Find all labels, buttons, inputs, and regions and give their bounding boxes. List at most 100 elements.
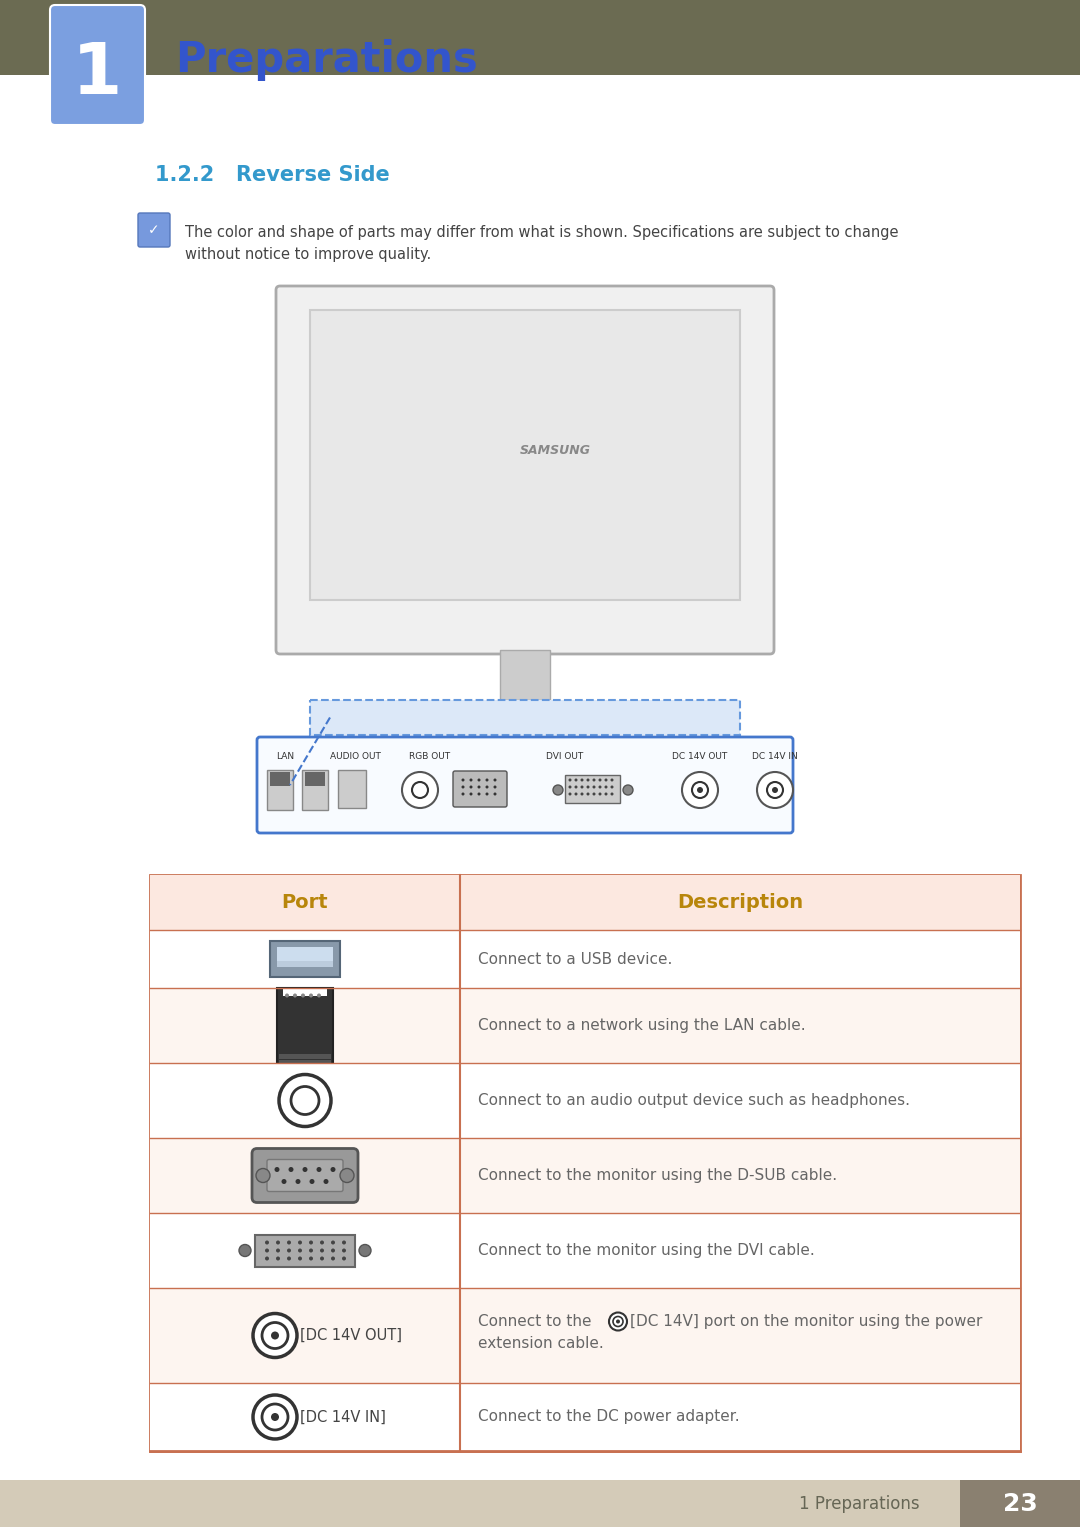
Circle shape [282, 1179, 286, 1183]
Circle shape [301, 994, 305, 997]
Bar [302, 770, 328, 809]
Bar [150, 875, 1020, 1451]
Text: RGB OUT: RGB OUT [409, 751, 450, 760]
Circle shape [309, 1240, 313, 1245]
Circle shape [593, 779, 595, 782]
Text: 1.2.2   Reverse Side: 1.2.2 Reverse Side [156, 165, 390, 185]
Bar [310, 699, 740, 734]
Bar [279, 1054, 330, 1058]
Bar [279, 1060, 330, 1064]
Circle shape [296, 1179, 300, 1183]
Bar [310, 310, 740, 600]
Circle shape [772, 786, 778, 793]
Circle shape [486, 779, 488, 782]
Bar [276, 947, 333, 960]
Text: Connect to the monitor using the D-SUB cable.: Connect to the monitor using the D-SUB c… [478, 1168, 837, 1183]
Text: DVI OUT: DVI OUT [546, 751, 583, 760]
Circle shape [342, 1240, 346, 1245]
Circle shape [477, 785, 481, 788]
Text: DC 14V IN: DC 14V IN [752, 751, 798, 760]
Circle shape [310, 1179, 314, 1183]
Bar [276, 960, 333, 967]
Circle shape [581, 785, 583, 788]
Bar [150, 1383, 1020, 1451]
Circle shape [239, 1245, 251, 1257]
Bar [150, 1212, 1020, 1287]
Circle shape [330, 1249, 335, 1252]
Bar [150, 1138, 1020, 1212]
Text: 23: 23 [1002, 1492, 1038, 1516]
Circle shape [274, 1167, 280, 1173]
Bar [270, 941, 340, 977]
Text: ✓: ✓ [148, 223, 160, 237]
Circle shape [598, 793, 602, 796]
FancyBboxPatch shape [453, 771, 507, 806]
Bar [283, 988, 327, 996]
Circle shape [470, 785, 473, 788]
Circle shape [276, 1249, 280, 1252]
Bar [276, 988, 333, 1063]
Circle shape [568, 779, 571, 782]
Text: SAMSUNG: SAMSUNG [519, 443, 591, 457]
Text: Connect to the monitor using the DVI cable.: Connect to the monitor using the DVI cab… [478, 1243, 814, 1258]
Bar [150, 1063, 1020, 1138]
Circle shape [320, 1240, 324, 1245]
Circle shape [470, 793, 473, 796]
Circle shape [271, 1412, 279, 1422]
Circle shape [309, 1257, 313, 1260]
Text: 1 Preparations: 1 Preparations [799, 1495, 920, 1513]
Circle shape [309, 994, 313, 997]
Circle shape [287, 1257, 291, 1260]
Circle shape [287, 1249, 291, 1252]
Circle shape [494, 793, 497, 796]
Text: Port: Port [282, 893, 328, 912]
FancyBboxPatch shape [267, 1159, 343, 1191]
Circle shape [575, 779, 578, 782]
Bar [960, 1480, 1080, 1527]
Circle shape [623, 785, 633, 796]
Circle shape [461, 779, 464, 782]
Text: Connect to the: Connect to the [478, 1315, 592, 1328]
Circle shape [568, 785, 571, 788]
Circle shape [342, 1249, 346, 1252]
Circle shape [477, 793, 481, 796]
Circle shape [342, 1257, 346, 1260]
Circle shape [330, 1257, 335, 1260]
Circle shape [586, 779, 590, 782]
FancyBboxPatch shape [50, 5, 145, 125]
Text: [DC 14V] port on the monitor using the power: [DC 14V] port on the monitor using the p… [630, 1315, 983, 1328]
Bar [150, 875, 1020, 930]
Circle shape [593, 793, 595, 796]
Circle shape [271, 1332, 279, 1339]
Text: Connect to the DC power adapter.: Connect to the DC power adapter. [478, 1409, 740, 1425]
Circle shape [494, 779, 497, 782]
Circle shape [486, 785, 488, 788]
Circle shape [697, 786, 703, 793]
Circle shape [316, 1167, 322, 1173]
Text: LAN: LAN [275, 751, 294, 760]
Circle shape [324, 1179, 328, 1183]
Circle shape [298, 1249, 302, 1252]
Text: Connect to an audio output device such as headphones.: Connect to an audio output device such a… [478, 1093, 910, 1109]
Circle shape [605, 779, 607, 782]
Circle shape [253, 1313, 297, 1358]
Bar [255, 1234, 355, 1266]
Circle shape [598, 779, 602, 782]
Bar [150, 1287, 1020, 1383]
Circle shape [287, 1240, 291, 1245]
Bar [305, 773, 325, 786]
Circle shape [402, 773, 438, 808]
Circle shape [575, 785, 578, 788]
Circle shape [265, 1240, 269, 1245]
Circle shape [616, 1319, 620, 1324]
Text: AUDIO OUT: AUDIO OUT [329, 751, 380, 760]
Circle shape [318, 994, 321, 997]
Circle shape [553, 785, 563, 796]
Circle shape [598, 785, 602, 788]
Circle shape [581, 779, 583, 782]
Bar [0, 0, 1080, 75]
Circle shape [581, 793, 583, 796]
Bar [150, 930, 1020, 988]
FancyBboxPatch shape [138, 212, 170, 247]
Circle shape [605, 793, 607, 796]
